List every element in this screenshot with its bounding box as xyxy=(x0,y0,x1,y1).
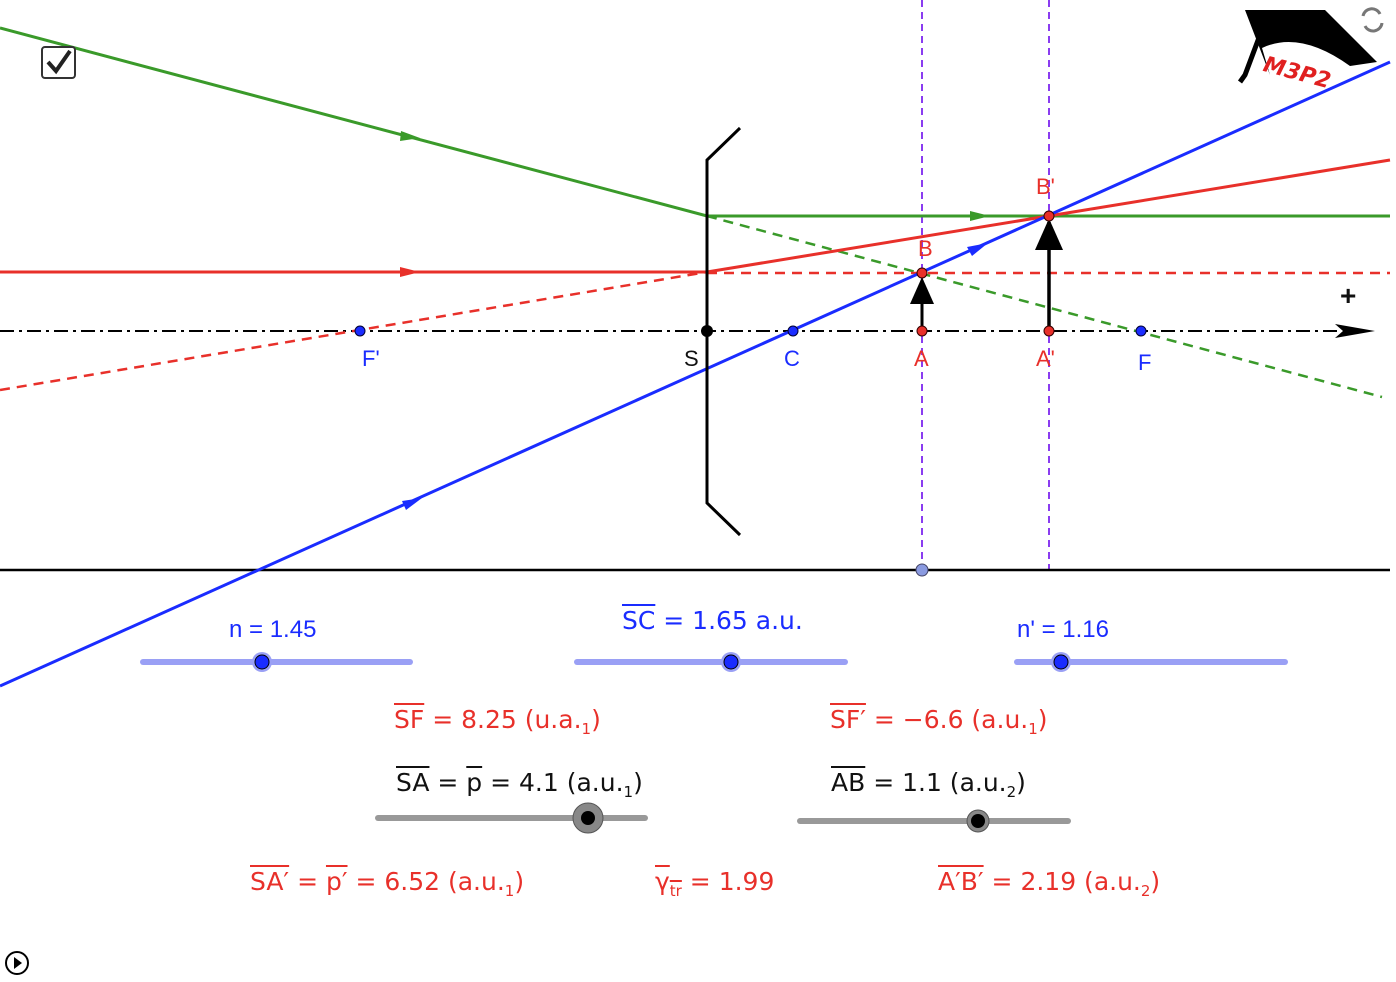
green-arrow-icon xyxy=(400,131,420,141)
label-b: B xyxy=(918,236,933,261)
point-b xyxy=(916,267,928,279)
ab-prime-value: A′B′ = 2.19 (a.u.2) xyxy=(938,867,1161,900)
label-s: S xyxy=(684,346,699,371)
slider-sc[interactable] xyxy=(574,652,848,672)
screen-point[interactable] xyxy=(915,563,929,577)
gamma-value: γtr = 1.99 xyxy=(655,867,775,900)
sa-prime-value: SA′ = p′ = 6.52 (a.u.1) xyxy=(250,867,525,900)
blue-ray xyxy=(0,60,1391,688)
axis-direction-plus: + xyxy=(1340,280,1357,311)
label-b-prime: B' xyxy=(1036,174,1055,199)
green-arrow-icon xyxy=(970,211,990,221)
point-b-prime xyxy=(1043,210,1055,222)
slider-sa[interactable] xyxy=(375,802,648,834)
label-c: C xyxy=(784,346,800,371)
point-f-prime xyxy=(354,325,366,337)
play-icon[interactable] xyxy=(5,951,29,975)
point-s xyxy=(701,325,713,337)
point-c xyxy=(787,325,799,337)
slider-n-prime-label: n' = 1.16 xyxy=(1017,616,1109,643)
green-ray xyxy=(0,26,1390,218)
point-a-prime xyxy=(1043,325,1055,337)
slider-sa-label: SA = p = 4.1 (a.u.1) xyxy=(396,768,643,801)
slider-n-label: n = 1.45 xyxy=(229,616,317,643)
slider-sc-label: SC = 1.65 a.u. xyxy=(622,606,803,635)
logo-m3p2: M3P2 xyxy=(1237,10,1377,94)
checkbox[interactable] xyxy=(41,46,76,79)
green-ray-extension xyxy=(706,214,1383,399)
sf-prime-value: SF′ = −6.6 (a.u.1) xyxy=(830,705,1048,738)
point-f xyxy=(1135,325,1147,337)
sf-value: SF = 8.25 (u.a.1) xyxy=(394,705,601,738)
point-a xyxy=(916,325,928,337)
label-f-prime: F' xyxy=(362,346,380,371)
blue-arrow-icon xyxy=(402,498,422,510)
slider-n-prime[interactable] xyxy=(1014,652,1288,672)
slider-ab[interactable] xyxy=(797,809,1071,833)
svg-text:M3P2: M3P2 xyxy=(1261,52,1334,94)
refresh-icon[interactable] xyxy=(1361,7,1384,33)
slider-ab-label: AB = 1.1 (a.u.2) xyxy=(831,768,1026,801)
red-ray-extension xyxy=(0,270,708,392)
blue-arrow-icon xyxy=(967,243,988,256)
axis-arrow-icon xyxy=(1335,324,1375,338)
slider-n[interactable] xyxy=(140,652,413,672)
red-arrow-icon xyxy=(400,267,420,277)
label-a: A xyxy=(914,346,929,371)
label-f: F xyxy=(1138,350,1152,375)
label-a-prime: A' xyxy=(1036,346,1055,371)
checkmark-icon xyxy=(46,49,72,75)
